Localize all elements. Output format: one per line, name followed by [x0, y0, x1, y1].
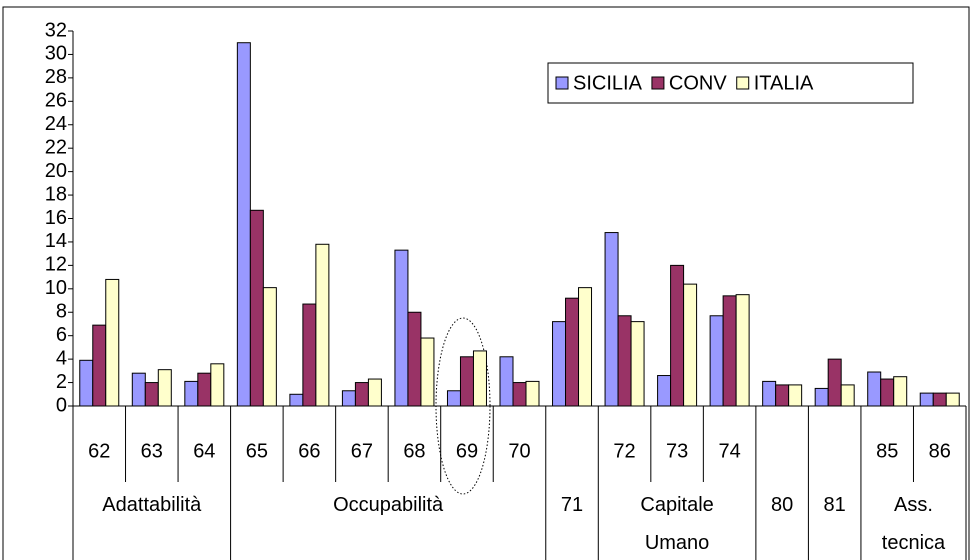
x-tick-label: 67 — [351, 440, 373, 462]
bar — [459, 356, 474, 407]
x-tick-label: 64 — [193, 440, 215, 462]
legend-swatch — [555, 76, 569, 90]
bar — [367, 378, 382, 407]
bar — [131, 372, 146, 407]
bar — [840, 384, 855, 407]
bar — [630, 321, 645, 407]
legend-swatch — [651, 76, 665, 90]
bar — [144, 382, 159, 407]
bar — [578, 287, 593, 407]
bar — [604, 232, 619, 407]
bar — [945, 392, 960, 407]
bar — [657, 375, 672, 407]
legend-label: ITALIA — [754, 72, 814, 94]
y-tick-label: 18 — [45, 183, 67, 205]
bar — [184, 380, 199, 407]
x-tick-label: 62 — [88, 440, 110, 462]
bar — [893, 376, 908, 407]
bar — [446, 390, 461, 407]
bar — [236, 42, 251, 407]
bar — [683, 283, 698, 407]
y-tick-label: 20 — [45, 160, 67, 182]
group-label: Occupabilità — [333, 494, 444, 516]
x-tick-label: 66 — [298, 440, 320, 462]
group-label: 81 — [823, 494, 846, 516]
y-tick-label: 10 — [45, 277, 67, 299]
bar — [552, 321, 567, 407]
y-tick-label: 12 — [45, 254, 67, 276]
bar — [788, 384, 803, 407]
bar — [814, 387, 829, 407]
bar — [197, 372, 212, 407]
bar — [499, 356, 514, 407]
legend-swatch — [736, 76, 750, 90]
bar — [105, 278, 120, 407]
bar — [617, 315, 632, 407]
bar — [157, 369, 172, 407]
x-tick-label: 72 — [613, 440, 635, 462]
x-tick-label: 74 — [718, 440, 740, 462]
legend-box — [547, 62, 914, 104]
bar — [919, 392, 934, 407]
y-tick-label: 8 — [56, 301, 67, 323]
y-tick-label: 32 — [45, 19, 67, 41]
bar — [472, 350, 487, 407]
y-tick-label: 28 — [45, 66, 67, 88]
bar — [354, 382, 369, 407]
bar — [394, 249, 409, 407]
x-tick-label: 69 — [456, 440, 478, 462]
bar — [407, 311, 422, 407]
bar — [565, 297, 580, 407]
y-tick-label: 14 — [45, 230, 67, 252]
y-tick-label: 22 — [45, 136, 67, 158]
bar — [79, 359, 94, 407]
bar — [670, 264, 685, 407]
y-tick-label: 2 — [56, 371, 67, 393]
bar — [315, 243, 330, 407]
group-label: Capitale Umano — [640, 494, 714, 554]
y-tick-label: 26 — [45, 90, 67, 112]
legend-label: SICILIA — [573, 72, 643, 94]
bar — [92, 324, 107, 407]
y-tick-label: 16 — [45, 207, 67, 229]
bar — [867, 371, 882, 407]
bar — [880, 378, 895, 407]
bar — [210, 363, 225, 407]
bar — [302, 303, 317, 407]
bar — [341, 390, 356, 407]
bar — [932, 392, 947, 407]
frame — [2, 6, 970, 560]
x-tick-label: 70 — [508, 440, 530, 462]
group-label: 80 — [771, 494, 794, 516]
bar — [420, 337, 435, 407]
group-label: 71 — [560, 494, 584, 516]
x-tick-label: 73 — [666, 440, 688, 462]
bar — [525, 380, 540, 407]
y-tick-label: 6 — [56, 324, 67, 346]
group-label: Adattabilità — [102, 494, 202, 516]
bar — [827, 358, 842, 407]
bar — [722, 295, 737, 407]
bar — [289, 393, 304, 407]
bar — [249, 209, 264, 407]
x-tick-label: 63 — [141, 440, 163, 462]
bar — [262, 287, 277, 407]
bar — [762, 380, 777, 407]
bar — [775, 384, 790, 407]
y-tick-label: 4 — [56, 347, 67, 369]
y-tick-label: 24 — [45, 113, 67, 135]
x-tick-label: 85 — [876, 440, 898, 462]
bar — [512, 382, 527, 407]
bar — [709, 315, 724, 407]
bar — [735, 294, 750, 407]
x-tick-label: 68 — [403, 440, 425, 462]
x-tick-label: 86 — [929, 440, 951, 462]
y-tick-label: 30 — [45, 43, 67, 65]
group-label: Ass. tecnica — [881, 494, 946, 554]
y-tick-label: 0 — [56, 394, 67, 416]
x-tick-label: 65 — [246, 440, 268, 462]
legend-label: CONV — [669, 72, 727, 94]
